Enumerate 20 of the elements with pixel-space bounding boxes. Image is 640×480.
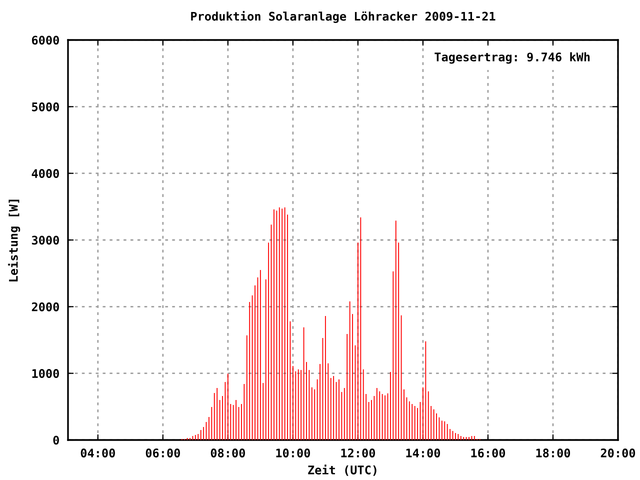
x-tick-label: 06:00 — [146, 448, 180, 458]
y-tick-label: 3000 — [32, 236, 59, 245]
y-tick-label: 6000 — [32, 36, 59, 45]
y-tick-label: 5000 — [32, 102, 59, 112]
x-tick-label: 12:00 — [341, 448, 376, 458]
x-axis-title: Zeit (UTC) — [308, 464, 376, 476]
y-tick-label: 4000 — [32, 169, 59, 178]
x-tick-label: 20:00 — [600, 448, 636, 458]
x-tick-label: 16:00 — [471, 448, 506, 458]
x-tick-label: 08:00 — [210, 448, 245, 458]
y-axis-title: Leistung [W] — [8, 200, 20, 282]
x-tick-label: 10:00 — [276, 448, 310, 458]
x-tick-label: 14:00 — [406, 448, 440, 458]
x-tick-label: 04:00 — [80, 448, 115, 458]
y-tick-label: 1000 — [32, 369, 59, 378]
x-tick-label: 18:00 — [536, 448, 570, 458]
y-tick-label: 2000 — [32, 302, 59, 312]
y-tick-label: 0 — [53, 436, 59, 445]
annotation: Tagesertrag: 9.746 kWh — [434, 52, 590, 64]
chart-title: Produktion Solaranlage Löhracker 2009-11-21 — [191, 10, 496, 23]
